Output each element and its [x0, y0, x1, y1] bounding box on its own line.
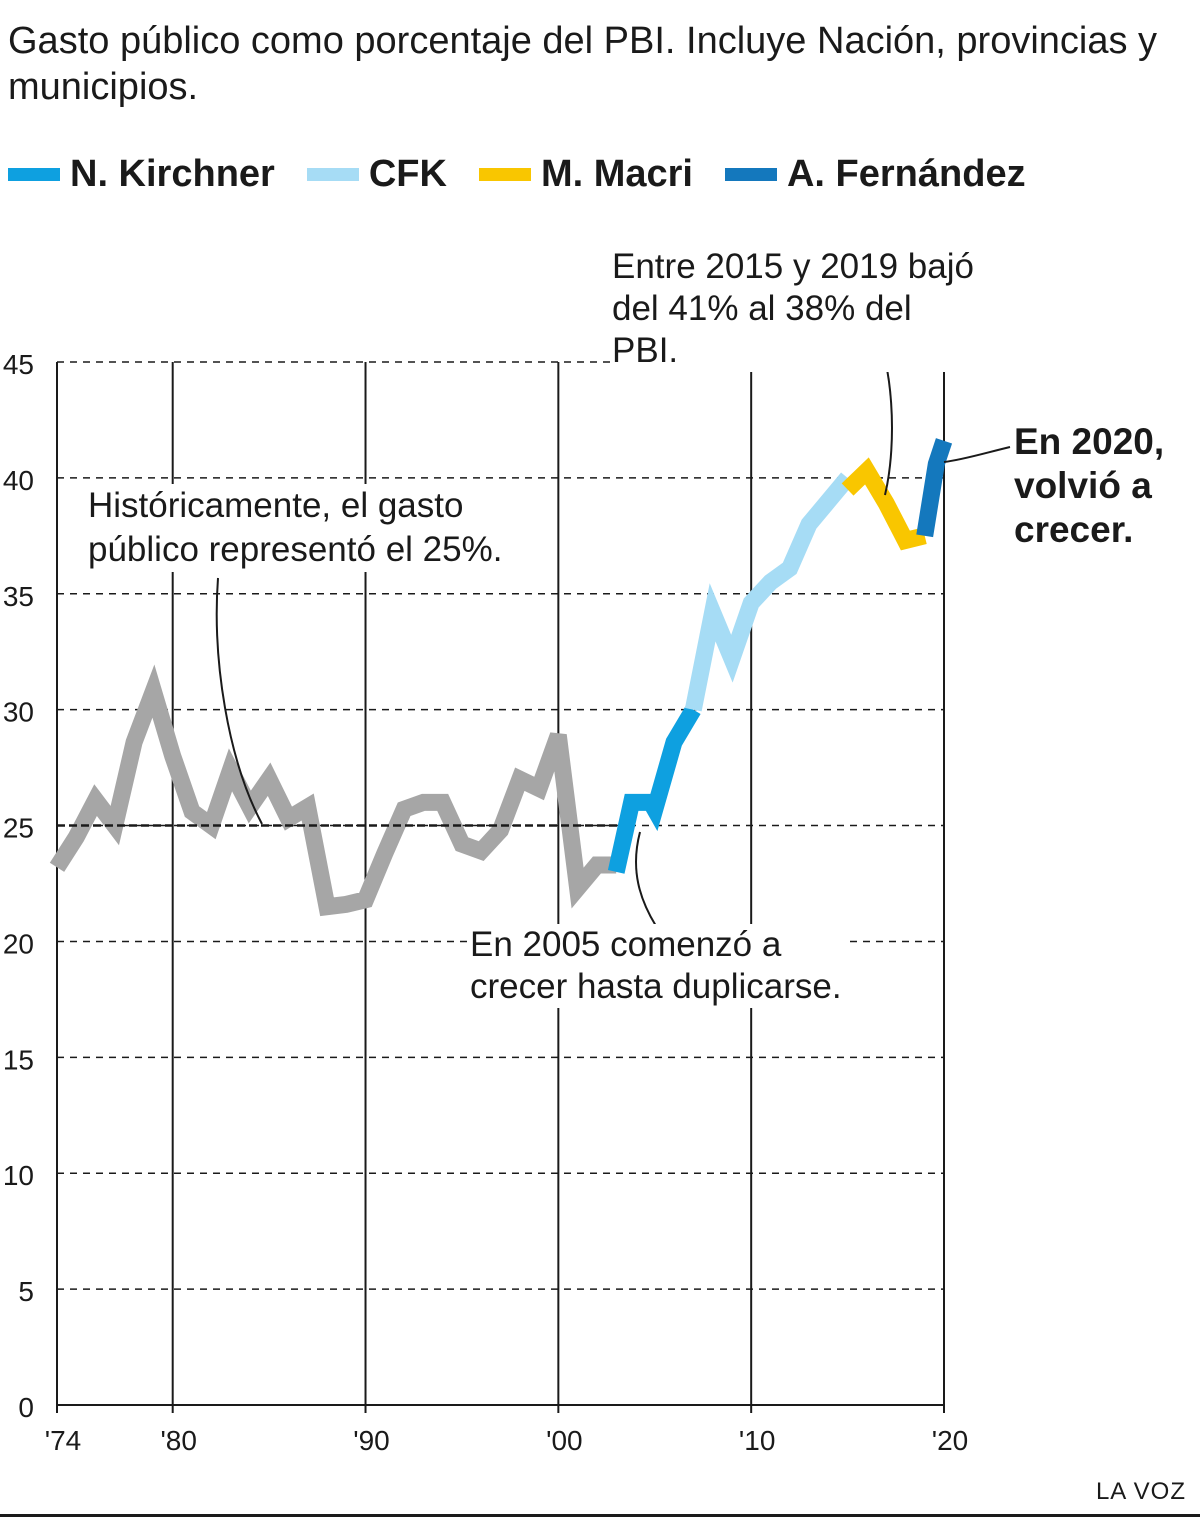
- y-tick-label-35: 35: [3, 581, 34, 612]
- x-tick-label-2000: '00: [546, 1425, 583, 1456]
- chart-title: Gasto público como porcentaje del PBI. I…: [8, 20, 1158, 108]
- x-tick-label-2010: '10: [739, 1425, 776, 1456]
- x-tick-label-1990: '90: [353, 1425, 390, 1456]
- legend-swatch-fernandez: [724, 167, 777, 181]
- x-tick-label-1980: '80: [160, 1425, 197, 1456]
- legend-label-fernandez: A. Fernández: [786, 152, 1026, 195]
- legend-item-fernandez: A. Fernández: [724, 152, 1026, 196]
- series-line-4: [916, 438, 953, 538]
- legend-label-kirchner: N. Kirchner: [70, 152, 275, 195]
- annotation-historic: Históricamente, el gasto público represe…: [88, 484, 508, 572]
- legend-item-kirchner: N. Kirchner: [8, 153, 275, 196]
- y-tick-label-0: 0: [18, 1392, 34, 1423]
- legend: N. Kirchner CFK M. Macri A. Fernández: [8, 150, 1058, 198]
- leader-line-fernandez: [943, 446, 1011, 463]
- bottom-rule: [0, 1514, 1200, 1517]
- annotation-growth: En 2005 comenzó a crecer hasta duplicars…: [470, 924, 850, 1008]
- y-tick-label-20: 20: [3, 928, 34, 959]
- leader-line-historic: [215, 577, 263, 825]
- leader-lines: [215, 327, 1011, 927]
- x-tick-label-1974: '74: [45, 1425, 82, 1456]
- y-tick-label-45: 45: [3, 349, 34, 380]
- grid-layer: [56, 361, 945, 1413]
- legend-swatch-kirchner: [8, 167, 60, 181]
- legend-swatch-macri: [478, 167, 531, 181]
- y-tick-label-10: 10: [3, 1160, 34, 1191]
- annotation-fernandez: En 2020, volvió a crecer.: [1014, 421, 1165, 550]
- legend-swatch-cfk: [306, 167, 359, 181]
- series-layer: [49, 438, 953, 917]
- x-tick-label-2020: '20: [932, 1425, 969, 1456]
- y-tick-label-40: 40: [3, 465, 34, 496]
- series-line-0: [49, 664, 617, 917]
- series-line-1: [607, 705, 701, 874]
- tick-layer: 0 5 10 15 20 25 30 35 40 45 '74 '80 '90 '00 '10 '20: [3, 349, 968, 1456]
- legend-label-macri: M. Macri: [540, 152, 693, 195]
- y-tick-label-5: 5: [18, 1276, 34, 1307]
- legend-item-cfk: CFK: [306, 152, 447, 196]
- y-tick-label-25: 25: [3, 813, 34, 844]
- leader-line-growth: [634, 831, 657, 927]
- y-tick-label-30: 30: [3, 697, 34, 728]
- legend-item-macri: M. Macri: [478, 152, 693, 196]
- legend-label-cfk: CFK: [368, 152, 447, 195]
- annotation-macri: Entre 2015 y 2019 bajó del 41% al 38% de…: [612, 246, 982, 372]
- source-credit: LA VOZ: [1095, 1478, 1186, 1505]
- series-line-3: [841, 457, 927, 551]
- y-tick-label-15: 15: [3, 1044, 34, 1075]
